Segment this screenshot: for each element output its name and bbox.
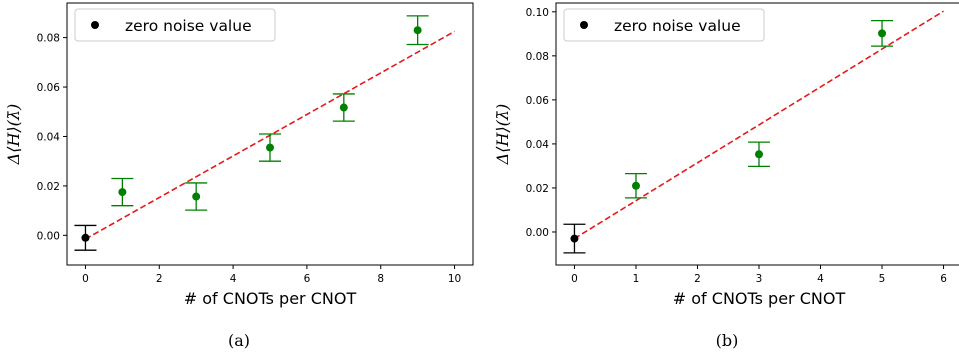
legend-marker xyxy=(580,21,588,29)
chart-panel-1: 0 2 4 6 8 10 0.00 0.02 0.04 0.06 0.08 # of CNOTs pe… xyxy=(4,2,474,350)
legend: zero noise value xyxy=(74,8,276,42)
x-tick-label: 1 xyxy=(633,273,640,285)
x-tick-label: 10 xyxy=(448,273,461,285)
panel-caption: (b) xyxy=(716,331,739,350)
x-tick-label: 2 xyxy=(156,273,163,285)
x-tick-label: 6 xyxy=(940,273,947,285)
legend: zero noise value xyxy=(563,8,765,42)
y-tick-label: 0.08 xyxy=(37,33,60,45)
axes-frame xyxy=(555,2,959,266)
y-axis-label: Δ⟨H⟩(λ̄) xyxy=(493,104,512,166)
legend-label: zero noise value xyxy=(614,17,741,35)
data-point-marker xyxy=(339,103,348,112)
chart-panel-2: 0 1 2 3 4 5 6 0.00 0.02 0.04 0.06 0.08 0.10 # of CNOT… xyxy=(493,2,959,350)
zero-noise-point-marker xyxy=(81,233,90,242)
legend-box xyxy=(74,8,276,42)
data-point-marker xyxy=(631,181,640,190)
legend-marker xyxy=(91,21,99,29)
axes-frame xyxy=(66,2,474,266)
data-point-marker xyxy=(878,29,887,38)
y-tick-label: 0.00 xyxy=(526,227,549,239)
zero-noise-point-marker xyxy=(570,234,579,243)
data-point-marker xyxy=(755,150,763,159)
y-tick-label: 0.04 xyxy=(526,139,550,151)
data-point-marker xyxy=(118,188,127,197)
x-tick-label: 4 xyxy=(817,273,824,285)
y-tick-label: 0.06 xyxy=(37,82,61,94)
y-axis-label: Δ⟨H⟩(λ̄) xyxy=(4,104,23,166)
x-tick-label: 6 xyxy=(304,273,311,285)
data-point-marker xyxy=(266,143,274,152)
x-tick-label: 3 xyxy=(756,273,763,285)
x-tick-label: 5 xyxy=(879,273,886,285)
x-tick-label: 0 xyxy=(82,273,89,285)
y-tick-label: 0.02 xyxy=(526,183,549,195)
x-tick-label: 2 xyxy=(694,273,701,285)
panel-caption: (a) xyxy=(228,331,250,350)
data-point-marker xyxy=(192,192,201,201)
data-point-marker xyxy=(413,26,422,35)
x-axis-label: # of CNOTs per CNOT xyxy=(673,289,846,308)
y-tick-label: 0.08 xyxy=(526,51,549,63)
y-tick-label: 0.04 xyxy=(37,131,61,143)
y-tick-label: 0.06 xyxy=(526,95,550,107)
x-tick-label: 4 xyxy=(230,273,237,285)
legend-label: zero noise value xyxy=(125,17,252,35)
legend-box xyxy=(563,8,765,42)
y-tick-label: 0.10 xyxy=(526,7,549,19)
x-tick-label: 8 xyxy=(377,273,384,285)
y-tick-label: 0.00 xyxy=(37,230,60,242)
fit-line xyxy=(574,10,944,240)
x-tick-label: 0 xyxy=(571,273,578,285)
y-tick-label: 0.02 xyxy=(37,181,60,193)
x-axis-label: # of CNOTs per CNOT xyxy=(184,289,357,308)
